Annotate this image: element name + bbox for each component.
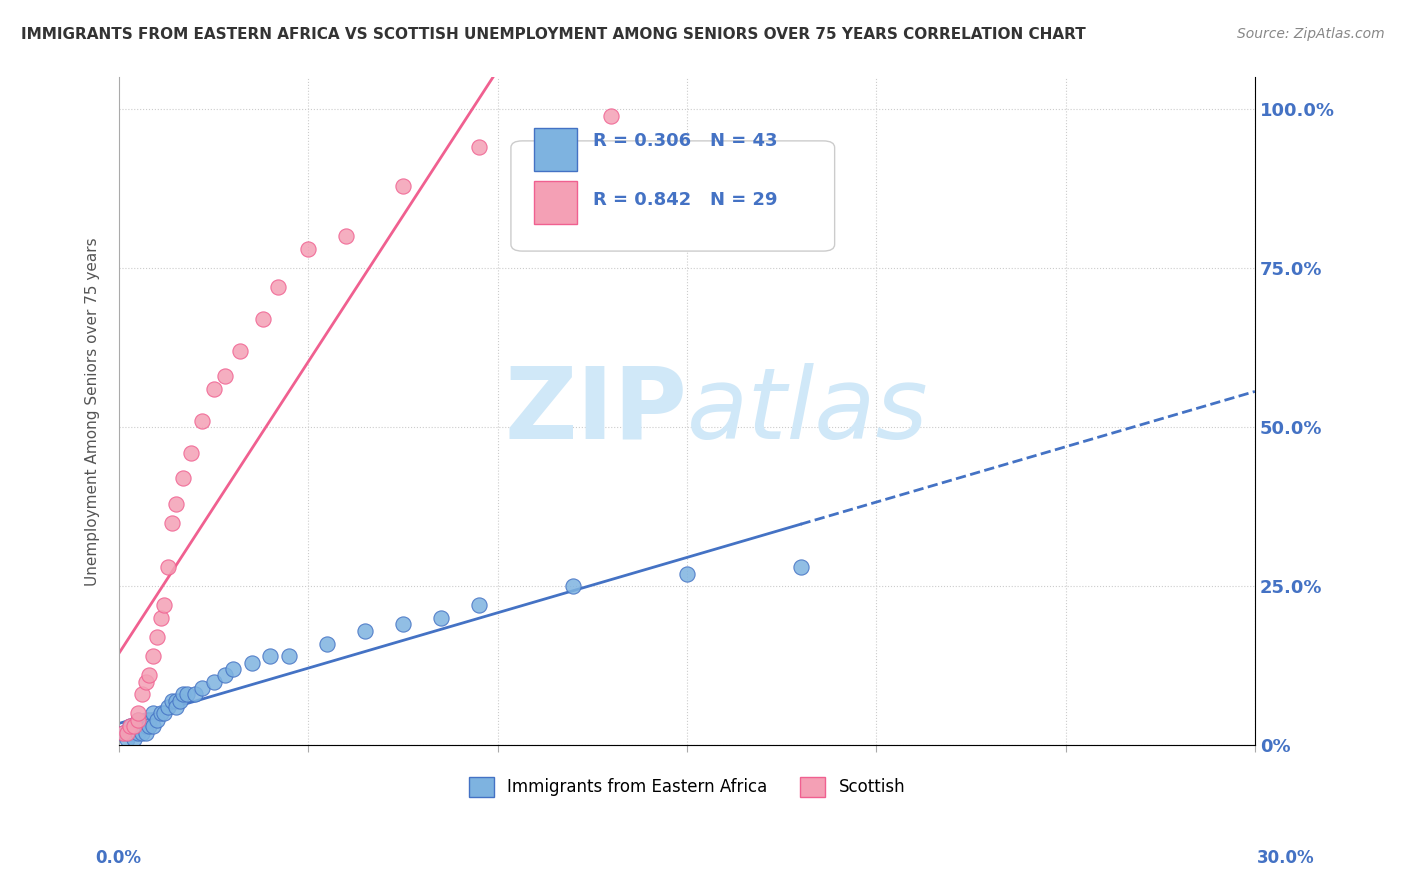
Point: [135, 719, 157, 733]
Point: [172, 687, 194, 701]
Y-axis label: Unemployment Among Seniors over 75 years: Unemployment Among Seniors over 75 years: [86, 237, 100, 586]
Point: [127, 713, 149, 727]
Point: [138, 668, 160, 682]
Point: [392, 617, 415, 632]
Point: [229, 343, 252, 358]
Point: [562, 579, 585, 593]
Point: [120, 725, 142, 739]
Point: [467, 599, 489, 613]
Point: [165, 497, 187, 511]
Point: [214, 668, 236, 682]
Point: [146, 713, 169, 727]
FancyBboxPatch shape: [534, 181, 576, 225]
Point: [120, 719, 142, 733]
Point: [160, 694, 183, 708]
Text: ZIP: ZIP: [505, 363, 688, 460]
Text: atlas: atlas: [688, 363, 928, 460]
Point: [392, 178, 415, 193]
Point: [267, 280, 290, 294]
FancyBboxPatch shape: [510, 141, 835, 251]
Point: [221, 662, 243, 676]
Point: [676, 566, 699, 581]
Point: [131, 687, 153, 701]
Text: N = 29: N = 29: [710, 191, 778, 209]
Point: [316, 636, 339, 650]
Point: [127, 706, 149, 721]
Point: [202, 674, 225, 689]
Point: [172, 471, 194, 485]
Point: [180, 446, 202, 460]
Point: [157, 560, 180, 574]
Legend: Immigrants from Eastern Africa, Scottish: Immigrants from Eastern Africa, Scottish: [461, 770, 912, 804]
Text: 30.0%: 30.0%: [1257, 849, 1315, 867]
Point: [240, 656, 263, 670]
Point: [122, 725, 145, 739]
Point: [138, 719, 160, 733]
Point: [127, 713, 149, 727]
Point: [600, 109, 623, 123]
Point: [153, 599, 176, 613]
Point: [127, 725, 149, 739]
Point: [111, 725, 134, 739]
Text: Source: ZipAtlas.com: Source: ZipAtlas.com: [1237, 27, 1385, 41]
Point: [122, 719, 145, 733]
Point: [191, 681, 214, 695]
Point: [214, 369, 236, 384]
Point: [142, 719, 165, 733]
Text: 0.0%: 0.0%: [96, 849, 142, 867]
Point: [278, 649, 301, 664]
Point: [111, 725, 134, 739]
FancyBboxPatch shape: [534, 128, 576, 171]
Point: [120, 719, 142, 733]
Point: [142, 706, 165, 721]
Point: [115, 731, 138, 746]
Point: [149, 706, 172, 721]
Point: [259, 649, 281, 664]
Point: [467, 140, 489, 154]
Point: [153, 706, 176, 721]
Point: [184, 687, 207, 701]
Point: [135, 674, 157, 689]
Point: [122, 731, 145, 746]
Point: [789, 560, 811, 574]
Point: [169, 694, 191, 708]
Point: [160, 516, 183, 530]
Text: R = 0.306: R = 0.306: [593, 132, 690, 150]
Text: R = 0.842: R = 0.842: [593, 191, 690, 209]
Point: [146, 630, 169, 644]
Point: [165, 700, 187, 714]
Text: IMMIGRANTS FROM EASTERN AFRICA VS SCOTTISH UNEMPLOYMENT AMONG SENIORS OVER 75 YE: IMMIGRANTS FROM EASTERN AFRICA VS SCOTTI…: [21, 27, 1085, 42]
Point: [135, 713, 157, 727]
Point: [335, 229, 357, 244]
Point: [135, 725, 157, 739]
Point: [138, 713, 160, 727]
Point: [131, 725, 153, 739]
Point: [202, 382, 225, 396]
Point: [297, 242, 319, 256]
Point: [176, 687, 198, 701]
Point: [354, 624, 377, 638]
Point: [157, 700, 180, 714]
Point: [165, 694, 187, 708]
Point: [131, 719, 153, 733]
Point: [191, 414, 214, 428]
Point: [149, 611, 172, 625]
Point: [252, 312, 274, 326]
Text: N = 43: N = 43: [710, 132, 778, 150]
Point: [430, 611, 453, 625]
Point: [142, 649, 165, 664]
Point: [115, 725, 138, 739]
